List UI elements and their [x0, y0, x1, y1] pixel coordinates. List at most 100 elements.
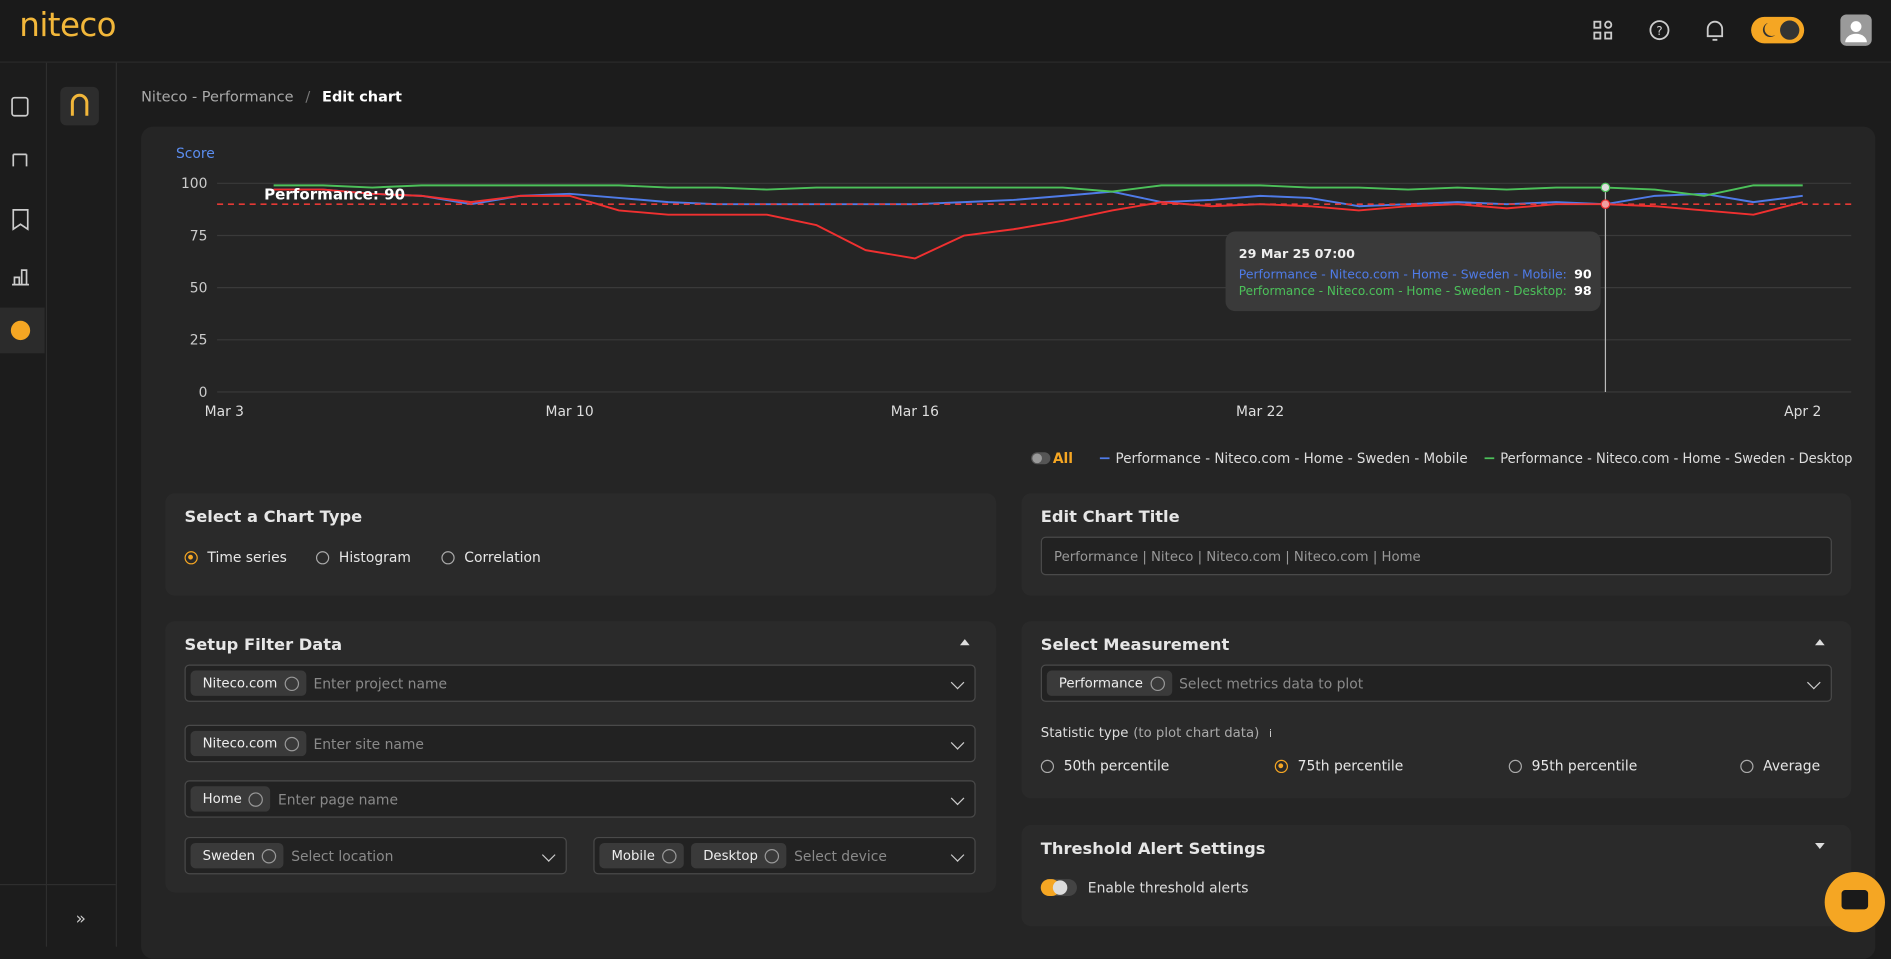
breadcrumb-separator: /	[305, 88, 311, 105]
project-logo-n	[70, 93, 89, 116]
x-tick-label: Mar 22	[1236, 404, 1284, 420]
expand-sidebar[interactable]: »	[76, 908, 86, 928]
chart: Score 0 25 50 75 100 Mar 3 Mar 10 Mar 16 Mar 22 A…	[176, 146, 1853, 467]
radio-circle	[1040, 759, 1055, 774]
radio-option[interactable]: Histogram	[315, 548, 411, 566]
x-tick-label: Mar 3	[205, 404, 244, 420]
measurement-panel: Select Measurement Performance Select metr…	[1021, 621, 1852, 799]
breadcrumb-parent[interactable]: Niteco - Performance	[141, 88, 294, 105]
nav-compare[interactable]	[12, 153, 28, 167]
help-icon[interactable]: ?	[1649, 20, 1670, 41]
radio-label: Histogram	[338, 548, 411, 566]
info-icon[interactable]: i	[1268, 728, 1272, 741]
y-tick-label: 75	[190, 228, 208, 244]
chart-type-panel: Select a Chart Type Time series Histogram C…	[165, 493, 997, 596]
filter-field[interactable]: Mobile Desktop Select device	[593, 836, 976, 875]
chip-label: Sweden	[202, 847, 256, 864]
chip: Sweden	[190, 842, 284, 869]
threshold-toggle[interactable]	[1040, 879, 1077, 897]
chip-label: Niteco.com	[202, 735, 278, 752]
chip: Mobile	[599, 842, 684, 869]
x-tick-label: Mar 10	[545, 404, 593, 420]
radio-circle	[184, 551, 198, 565]
chip: Niteco.com	[190, 730, 307, 757]
hover-point	[1600, 199, 1611, 209]
logo[interactable]: niteco	[19, 7, 117, 45]
nav-pages[interactable]	[11, 96, 29, 117]
chip: Desktop	[691, 842, 787, 869]
project-logo[interactable]	[60, 86, 99, 126]
tooltip-date: 29 Mar 25 07:00	[1239, 246, 1355, 261]
top-bar	[0, 0, 1891, 63]
legend: All Performance - Niteco.com - Home - Swe…	[1031, 451, 1853, 467]
panel-title: Setup Filter Data	[184, 635, 343, 655]
radio-option[interactable]: 75th percentile	[1274, 757, 1404, 775]
bell-icon[interactable]	[1706, 20, 1724, 41]
sidebar-divider	[0, 883, 116, 886]
nav-bookmarks[interactable]	[12, 208, 29, 231]
dropdown-chevron	[950, 675, 965, 690]
filter-field[interactable]: Niteco.com Enter site name	[184, 724, 976, 763]
avatar[interactable]	[1840, 14, 1872, 46]
chip-remove[interactable]	[765, 848, 780, 863]
metrics-field[interactable]: Performance Select metrics data to plot	[1040, 664, 1832, 702]
legend-item[interactable]: Performance - Niteco.com - Home - Sweden…	[1500, 451, 1852, 467]
chip-remove[interactable]	[1150, 675, 1165, 691]
theme-toggle[interactable]	[1751, 16, 1805, 44]
chip-label: Performance	[1058, 675, 1143, 692]
radio-option[interactable]: Correlation	[441, 548, 541, 566]
collapse-toggle[interactable]	[1815, 639, 1825, 646]
tooltip: 29 Mar 25 07:00 Performance - Niteco.com …	[1225, 231, 1601, 312]
collapse-toggle[interactable]	[1815, 842, 1825, 850]
svg-text:?: ?	[1656, 24, 1662, 38]
x-tick-label: Mar 16	[891, 404, 939, 420]
chip: Niteco.com	[190, 670, 307, 696]
radio-label: 75th percentile	[1297, 757, 1404, 775]
radio-circle	[1274, 759, 1289, 774]
legend-item[interactable]: Performance - Niteco.com - Home - Sweden…	[1116, 451, 1468, 467]
chat-button[interactable]	[1824, 871, 1885, 933]
dropdown-chevron	[950, 791, 965, 806]
chat-icon	[1841, 890, 1869, 910]
chip-remove[interactable]	[662, 848, 677, 863]
y-tick-label: 0	[199, 385, 208, 401]
breadcrumb-current: Edit chart	[322, 88, 402, 105]
filter-field[interactable]: Niteco.com Enter project name	[184, 664, 976, 702]
radio-option[interactable]: 95th percentile	[1508, 757, 1638, 775]
nav-reports[interactable]	[12, 269, 29, 286]
dropdown-chevron	[950, 848, 965, 862]
tooltip-box	[1225, 231, 1601, 312]
panel-title: Threshold Alert Settings	[1040, 839, 1266, 859]
chip-label: Niteco.com	[202, 675, 278, 692]
hover-point	[1600, 182, 1611, 193]
title-input[interactable]: Performance | Niteco | Niteco.com | Nite…	[1040, 536, 1832, 576]
filter-field[interactable]: Sweden Select location	[184, 836, 567, 875]
radio-option[interactable]: Time series	[184, 549, 287, 566]
placeholder: Enter project name	[313, 674, 448, 692]
radio-circle	[441, 551, 455, 565]
radio-option[interactable]: 50th percentile	[1040, 757, 1169, 774]
chip-remove[interactable]	[284, 736, 300, 751]
chip-remove[interactable]	[249, 791, 264, 807]
radio-label: Correlation	[464, 548, 541, 566]
filter-field[interactable]: Home Enter page name	[184, 780, 976, 818]
chip-remove[interactable]	[262, 848, 277, 863]
collapse-toggle[interactable]	[959, 639, 970, 646]
radio-circle	[315, 551, 330, 565]
series-line	[273, 184, 1803, 197]
dropdown-chevron	[1807, 675, 1821, 690]
radio-label: Average	[1763, 757, 1821, 775]
placeholder: Enter page name	[277, 790, 398, 808]
threshold-label: Performance: 90	[264, 185, 405, 203]
panel-title: Select a Chart Type	[184, 507, 363, 528]
chip-label: Desktop	[703, 847, 758, 864]
apps-icon[interactable]	[1593, 20, 1613, 40]
radio-label: 95th percentile	[1531, 757, 1638, 775]
chip-label: Home	[202, 791, 242, 807]
chip-remove[interactable]	[284, 675, 300, 691]
radio-option[interactable]: Average	[1740, 757, 1820, 774]
chart-title-panel: Edit Chart Title Performance | Niteco | N…	[1021, 493, 1852, 596]
nav-edit[interactable]	[10, 320, 31, 341]
statistic-hint: (to plot chart data)	[1133, 724, 1260, 741]
